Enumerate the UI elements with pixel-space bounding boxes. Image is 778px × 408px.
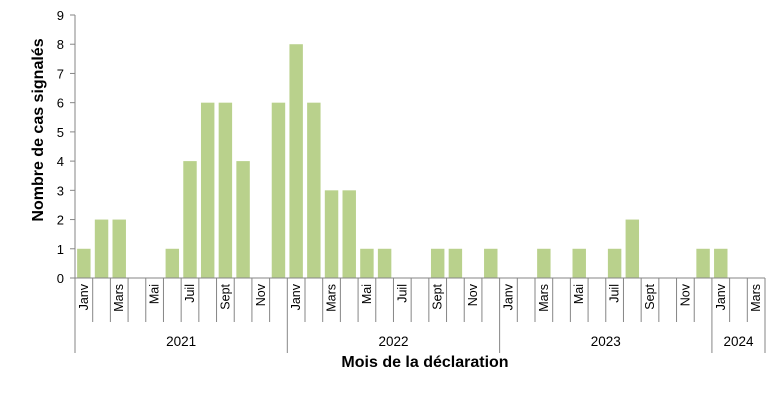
- bar: [625, 219, 640, 278]
- x-year-label: 2023: [591, 334, 621, 349]
- y-axis: 0 1 2 3 4 5 6 7 8 9: [57, 8, 76, 286]
- bar: [236, 161, 250, 278]
- bar: [289, 44, 303, 278]
- x-axis: Janv Mars Mai Juil Sept Nov Janv Mars Mai Juil Sep…: [74, 277, 766, 353]
- x-axis-label: Mois de la déclaration: [341, 354, 508, 371]
- x-month-label: Mars: [749, 284, 763, 312]
- x-month-label: Juil: [395, 284, 409, 303]
- x-month-label: Janv: [501, 283, 515, 310]
- bar: [572, 248, 586, 278]
- y-axis-title: Nombre de cas signalés: [30, 38, 47, 221]
- y-tick-label: 6: [57, 96, 64, 111]
- bar: [696, 248, 710, 278]
- x-month-label: Mars: [112, 284, 126, 312]
- x-month-label: Nov: [466, 283, 480, 306]
- y-tick-label: 9: [57, 8, 64, 23]
- x-month-label: Nov: [678, 283, 692, 306]
- x-year-label: 2022: [378, 334, 408, 349]
- x-month-label: Nov: [254, 283, 268, 306]
- bar: [307, 102, 321, 279]
- bar: [165, 248, 180, 278]
- x-month-label: Janv: [289, 283, 303, 310]
- x-axis-title: Mois de la déclaration: [341, 354, 508, 371]
- x-month-label: Mars: [325, 284, 339, 312]
- x-month-label: Janv: [77, 283, 91, 310]
- x-month-label: Mai: [360, 284, 374, 304]
- x-month-label: Janv: [714, 283, 728, 310]
- x-month-label: Mars: [537, 284, 551, 312]
- x-month-label: Juil: [608, 284, 622, 303]
- bar: [714, 248, 728, 278]
- x-month-label: Mai: [572, 284, 586, 304]
- y-tick-label: 3: [57, 183, 64, 198]
- bars: [77, 44, 728, 279]
- x-month-label: Sept: [431, 283, 445, 309]
- x-month-label: Sept: [643, 283, 657, 309]
- y-tick-label: 4: [57, 154, 64, 169]
- x-month-label: Juil: [183, 284, 197, 303]
- bar: [324, 190, 339, 278]
- bar: [377, 248, 392, 278]
- x-year-label: 2024: [723, 334, 754, 349]
- x-month-label: Mai: [148, 284, 162, 304]
- y-tick-label: 0: [57, 271, 64, 286]
- y-tick-label: 5: [57, 125, 64, 140]
- bar: [430, 248, 445, 278]
- bar: [200, 102, 215, 279]
- bar: [112, 219, 126, 278]
- y-tick-label: 1: [57, 242, 64, 257]
- bar: [342, 190, 356, 278]
- x-month-label: Sept: [218, 283, 232, 309]
- bar: [360, 248, 374, 278]
- bar: [448, 248, 463, 278]
- x-year-label: 2021: [166, 334, 196, 349]
- y-tick-label: 2: [57, 213, 64, 228]
- y-axis-label: Nombre de cas signalés: [30, 38, 47, 221]
- bar: [607, 248, 622, 278]
- bar: [77, 248, 91, 278]
- y-tick-label: 8: [57, 37, 64, 52]
- bar: [484, 248, 498, 278]
- bar: [218, 102, 233, 279]
- y-tick-label: 7: [57, 66, 64, 81]
- bar: [94, 219, 109, 278]
- bar: [271, 102, 286, 279]
- bar: [537, 248, 551, 278]
- bar: [183, 161, 197, 278]
